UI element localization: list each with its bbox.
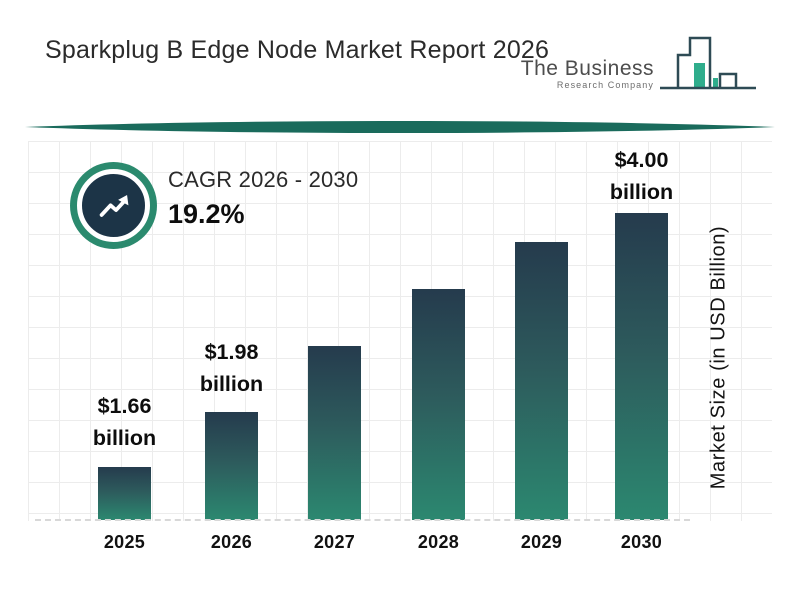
bar-2030: [615, 213, 668, 520]
cagr-value: 19.2%: [168, 199, 245, 229]
bar-2028: [412, 289, 465, 520]
bar-2029: [515, 242, 568, 520]
year-label-2029: 2029: [520, 532, 563, 552]
year-label-2026: 2026: [210, 532, 253, 552]
year-label-2030: 2030: [620, 532, 663, 552]
bar-2027: [308, 346, 361, 520]
year-label-2025: 2025: [103, 532, 146, 552]
cagr-period-label: CAGR 2026 - 2030: [168, 167, 359, 192]
bar-2026: [205, 412, 258, 520]
trend-up-arrow-icon: [99, 194, 128, 217]
bar-2025: [98, 467, 151, 520]
cagr-badge: [77, 169, 150, 242]
year-label-2027: 2027: [313, 532, 356, 552]
divider-lens: [25, 121, 775, 133]
company-logo-subtitle: Research Company: [556, 80, 654, 90]
company-logo-text: The Business Research Company: [521, 58, 654, 94]
page-title: Sparkplug B Edge Node Market Report 2026: [45, 36, 550, 64]
y-axis-label: Market Size (in USD Billion): [707, 225, 730, 490]
company-logo-skyline-icon: [660, 36, 756, 90]
year-label-2028: 2028: [417, 532, 460, 552]
value-label-2026: $1.98 billion: [199, 340, 264, 396]
company-logo: The Business Research Company: [521, 30, 758, 94]
x-axis-baseline: [35, 519, 690, 521]
company-logo-name: The Business: [520, 57, 654, 80]
value-label-2030: $4.00 billion: [609, 148, 674, 204]
value-label-2025: $1.66 billion: [92, 394, 157, 450]
